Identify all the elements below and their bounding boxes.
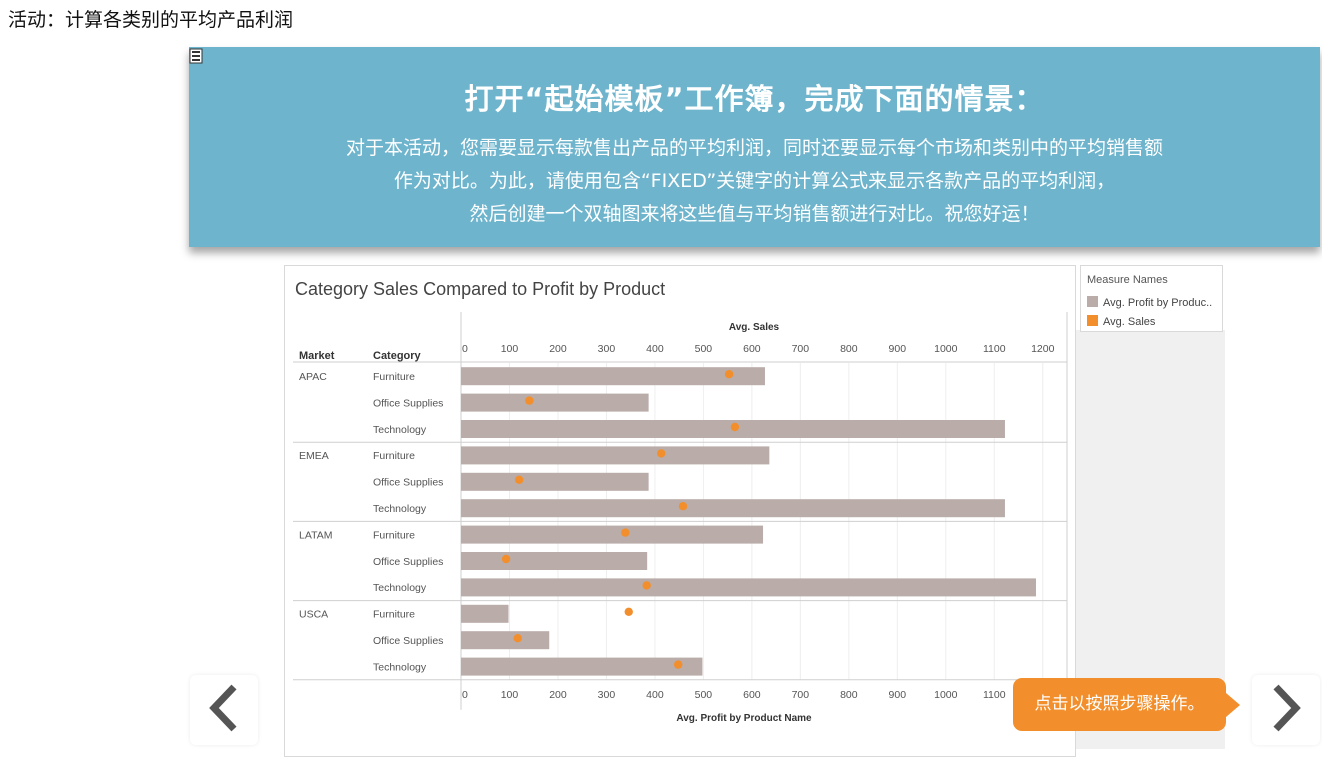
legend-label: Avg. Profit by Produc.. bbox=[1103, 297, 1213, 309]
row-header-market: Market bbox=[299, 350, 335, 362]
banner-line: 对于本活动，您需要显示每款售出产品的平均利润，同时还要显示每个市场和类别中的平均… bbox=[345, 137, 1163, 159]
top-tick-label: 100 bbox=[501, 343, 519, 355]
callout-arrow bbox=[1226, 693, 1240, 717]
sales-dot bbox=[624, 607, 633, 616]
market-label: USCA bbox=[299, 609, 328, 621]
scenario-banner: 打开“起始模板”工作簿，完成下面的情景： 对于本活动，您需要显示每款售出产品的平… bbox=[189, 47, 1320, 247]
profit-bar bbox=[461, 525, 764, 544]
top-tick-label: 200 bbox=[549, 343, 567, 355]
category-label: Furniture bbox=[373, 529, 415, 541]
top-tick-label: 600 bbox=[743, 343, 761, 355]
sales-dot bbox=[657, 449, 666, 458]
category-label: Technology bbox=[373, 661, 427, 673]
top-tick-label: 800 bbox=[840, 343, 858, 355]
bottom-tick-label: 600 bbox=[743, 689, 761, 701]
bottom-tick-label: 900 bbox=[889, 689, 907, 701]
top-tick-label: 1200 bbox=[1031, 343, 1055, 355]
sales-dot bbox=[678, 502, 688, 511]
sales-dot bbox=[513, 634, 522, 643]
chevron-right-icon bbox=[1273, 684, 1301, 732]
chevron-left-icon bbox=[209, 684, 237, 732]
legend-swatch bbox=[1087, 296, 1098, 307]
top-tick-label: 400 bbox=[646, 343, 664, 355]
category-label: Furniture bbox=[373, 371, 415, 383]
sales-dot bbox=[642, 581, 651, 590]
row-header-category: Category bbox=[373, 350, 422, 362]
page-title: 活动：计算各类别的平均产品利润 bbox=[8, 9, 294, 31]
category-label: Office Supplies bbox=[373, 477, 443, 489]
profit-bar bbox=[461, 472, 649, 491]
list-menu-icon[interactable] bbox=[189, 48, 205, 64]
next-button[interactable] bbox=[1252, 675, 1320, 745]
top-axis-label: Avg. Sales bbox=[729, 322, 780, 333]
sales-dot bbox=[730, 422, 740, 432]
sales-dot bbox=[525, 396, 534, 405]
bottom-tick-label: 400 bbox=[646, 689, 664, 701]
profit-bar bbox=[461, 631, 550, 650]
legend-swatch bbox=[1087, 315, 1098, 326]
profit-bar bbox=[461, 604, 509, 623]
bottom-tick-label: 1000 bbox=[934, 689, 958, 701]
market-label: APAC bbox=[299, 371, 327, 383]
profit-bar bbox=[461, 657, 703, 676]
bottom-tick-label: 200 bbox=[549, 689, 567, 701]
bottom-tick-label: 1100 bbox=[983, 689, 1006, 701]
profit-bar bbox=[461, 367, 765, 386]
profit-bar bbox=[461, 552, 648, 570]
sales-dot bbox=[673, 660, 683, 669]
previous-button[interactable] bbox=[190, 675, 258, 745]
category-label: Technology bbox=[373, 582, 427, 594]
bottom-tick-label: 800 bbox=[840, 689, 858, 701]
bottom-tick-label: 0 bbox=[462, 689, 468, 701]
bottom-tick-label: 700 bbox=[792, 689, 810, 701]
category-label: Furniture bbox=[373, 450, 415, 462]
legend: Measure Names Avg. Profit by Produc.. Av… bbox=[1080, 265, 1223, 332]
banner-title: 打开“起始模板”工作簿，完成下面的情景： bbox=[464, 82, 1045, 116]
category-label: Technology bbox=[373, 503, 427, 515]
category-label: Office Supplies bbox=[373, 556, 443, 568]
top-tick-label: 1100 bbox=[983, 343, 1006, 355]
legend-label: Avg. Sales bbox=[1103, 316, 1156, 328]
top-tick-label: 1000 bbox=[934, 343, 958, 355]
sales-dot bbox=[501, 554, 511, 564]
profit-bar bbox=[461, 499, 1005, 518]
profit-bar bbox=[461, 578, 1036, 597]
market-label: LATAM bbox=[299, 529, 332, 541]
sales-dot bbox=[514, 475, 524, 484]
chart-title: Category Sales Compared to Profit by Pro… bbox=[295, 279, 666, 299]
legend-title: Measure Names bbox=[1087, 274, 1168, 286]
banner-line: 然后创建一个双轴图来将这些值与平均销售额进行对比。祝您好运！ bbox=[469, 203, 1040, 225]
banner-line: 作为对比。为此，请使用包含“FIXED”关键字的计算公式来显示各款产品的平均利润… bbox=[393, 170, 1116, 192]
chart: Avg. Sales Avg. Profit by Product Name Mar… bbox=[293, 312, 1068, 724]
bottom-tick-label: 500 bbox=[695, 689, 713, 701]
category-label: Furniture bbox=[373, 609, 415, 621]
top-tick-label: 500 bbox=[695, 343, 713, 355]
top-tick-label: 700 bbox=[792, 343, 810, 355]
legend-item-sales[interactable]: Avg. Sales bbox=[1087, 315, 1155, 328]
top-tick-label: 0 bbox=[462, 343, 468, 355]
market-label: EMEA bbox=[299, 450, 329, 462]
sales-dot bbox=[621, 528, 630, 537]
sales-dot bbox=[724, 370, 734, 379]
step-callout[interactable]: 点击以按照步骤操作。 bbox=[1013, 678, 1226, 731]
category-label: Office Supplies bbox=[373, 635, 443, 647]
profit-bar bbox=[461, 446, 770, 465]
top-tick-label: 300 bbox=[598, 343, 616, 355]
banner-body: 对于本活动，您需要显示每款售出产品的平均利润，同时还要显示每个市场和类别中的平均… bbox=[189, 132, 1320, 231]
legend-item-profit[interactable]: Avg. Profit by Produc.. bbox=[1087, 296, 1212, 309]
bottom-tick-label: 100 bbox=[501, 689, 519, 701]
viz-panel: Category Sales Compared to Profit by Pro… bbox=[284, 265, 1076, 757]
bottom-axis-label: Avg. Profit by Product Name bbox=[676, 713, 812, 724]
top-tick-label: 900 bbox=[889, 343, 907, 355]
bottom-tick-label: 300 bbox=[598, 689, 616, 701]
category-label: Office Supplies bbox=[373, 397, 443, 409]
profit-bar bbox=[461, 393, 649, 412]
category-label: Technology bbox=[373, 424, 427, 436]
